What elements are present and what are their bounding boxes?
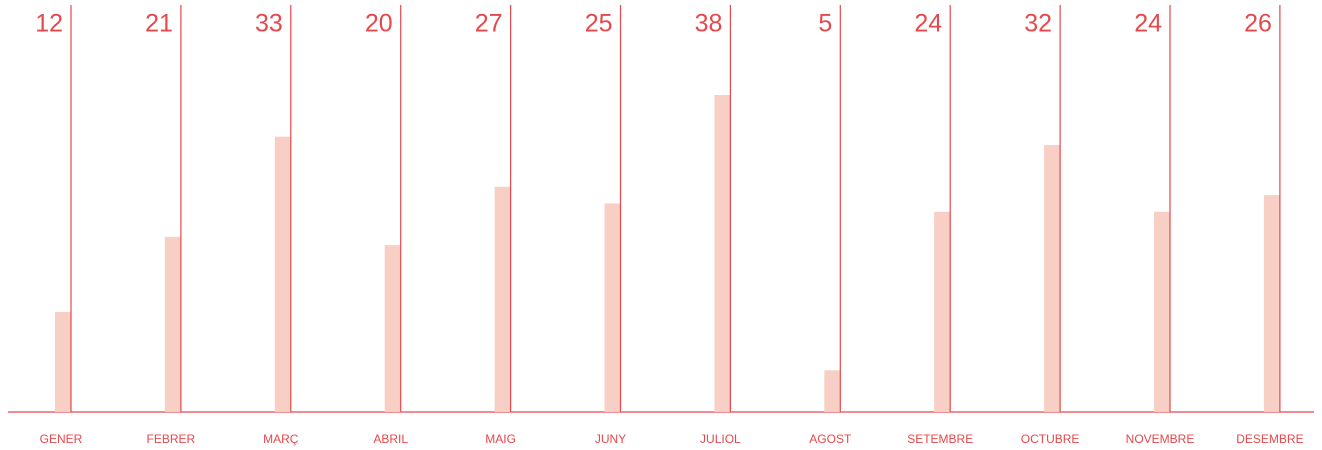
bar: [824, 370, 841, 412]
bar: [1263, 195, 1280, 412]
value-label: 21: [145, 10, 173, 38]
x-tick-label: DESEMBRE: [1236, 432, 1303, 446]
bar: [604, 203, 621, 412]
x-tick-label: MARÇ: [263, 432, 299, 446]
value-label: 33: [255, 10, 283, 38]
bar: [384, 245, 401, 412]
x-tick-label: AGOST: [809, 432, 852, 446]
value-label: 26: [1244, 10, 1272, 38]
x-tick-label: ABRIL: [373, 432, 408, 446]
x-tick-label: GENER: [40, 432, 83, 446]
bar: [714, 95, 731, 412]
x-tick-label: JULIOL: [700, 432, 741, 446]
x-tick-label: MAIG: [485, 432, 516, 446]
value-label: 24: [914, 10, 942, 38]
value-label: 24: [1134, 10, 1162, 38]
bar: [494, 186, 511, 412]
x-tick-label: SETEMBRE: [907, 432, 973, 446]
value-label: 25: [585, 10, 613, 38]
bar: [274, 136, 291, 413]
x-tick-label: OCTUBRE: [1021, 432, 1080, 446]
bar: [55, 311, 71, 412]
bar: [934, 211, 951, 412]
bar: [164, 236, 181, 412]
value-label: 5: [818, 10, 832, 38]
value-label: 20: [365, 10, 393, 38]
value-label: 12: [35, 10, 63, 38]
value-label: 32: [1024, 10, 1052, 38]
x-tick-label: NOVEMBRE: [1126, 432, 1195, 446]
x-tick-label: FEBRER: [147, 432, 196, 446]
x-tick-label: JUNY: [595, 432, 626, 446]
bar: [1154, 211, 1170, 412]
value-label: 38: [695, 10, 723, 38]
value-label: 27: [475, 10, 503, 38]
bar: [1044, 145, 1061, 413]
